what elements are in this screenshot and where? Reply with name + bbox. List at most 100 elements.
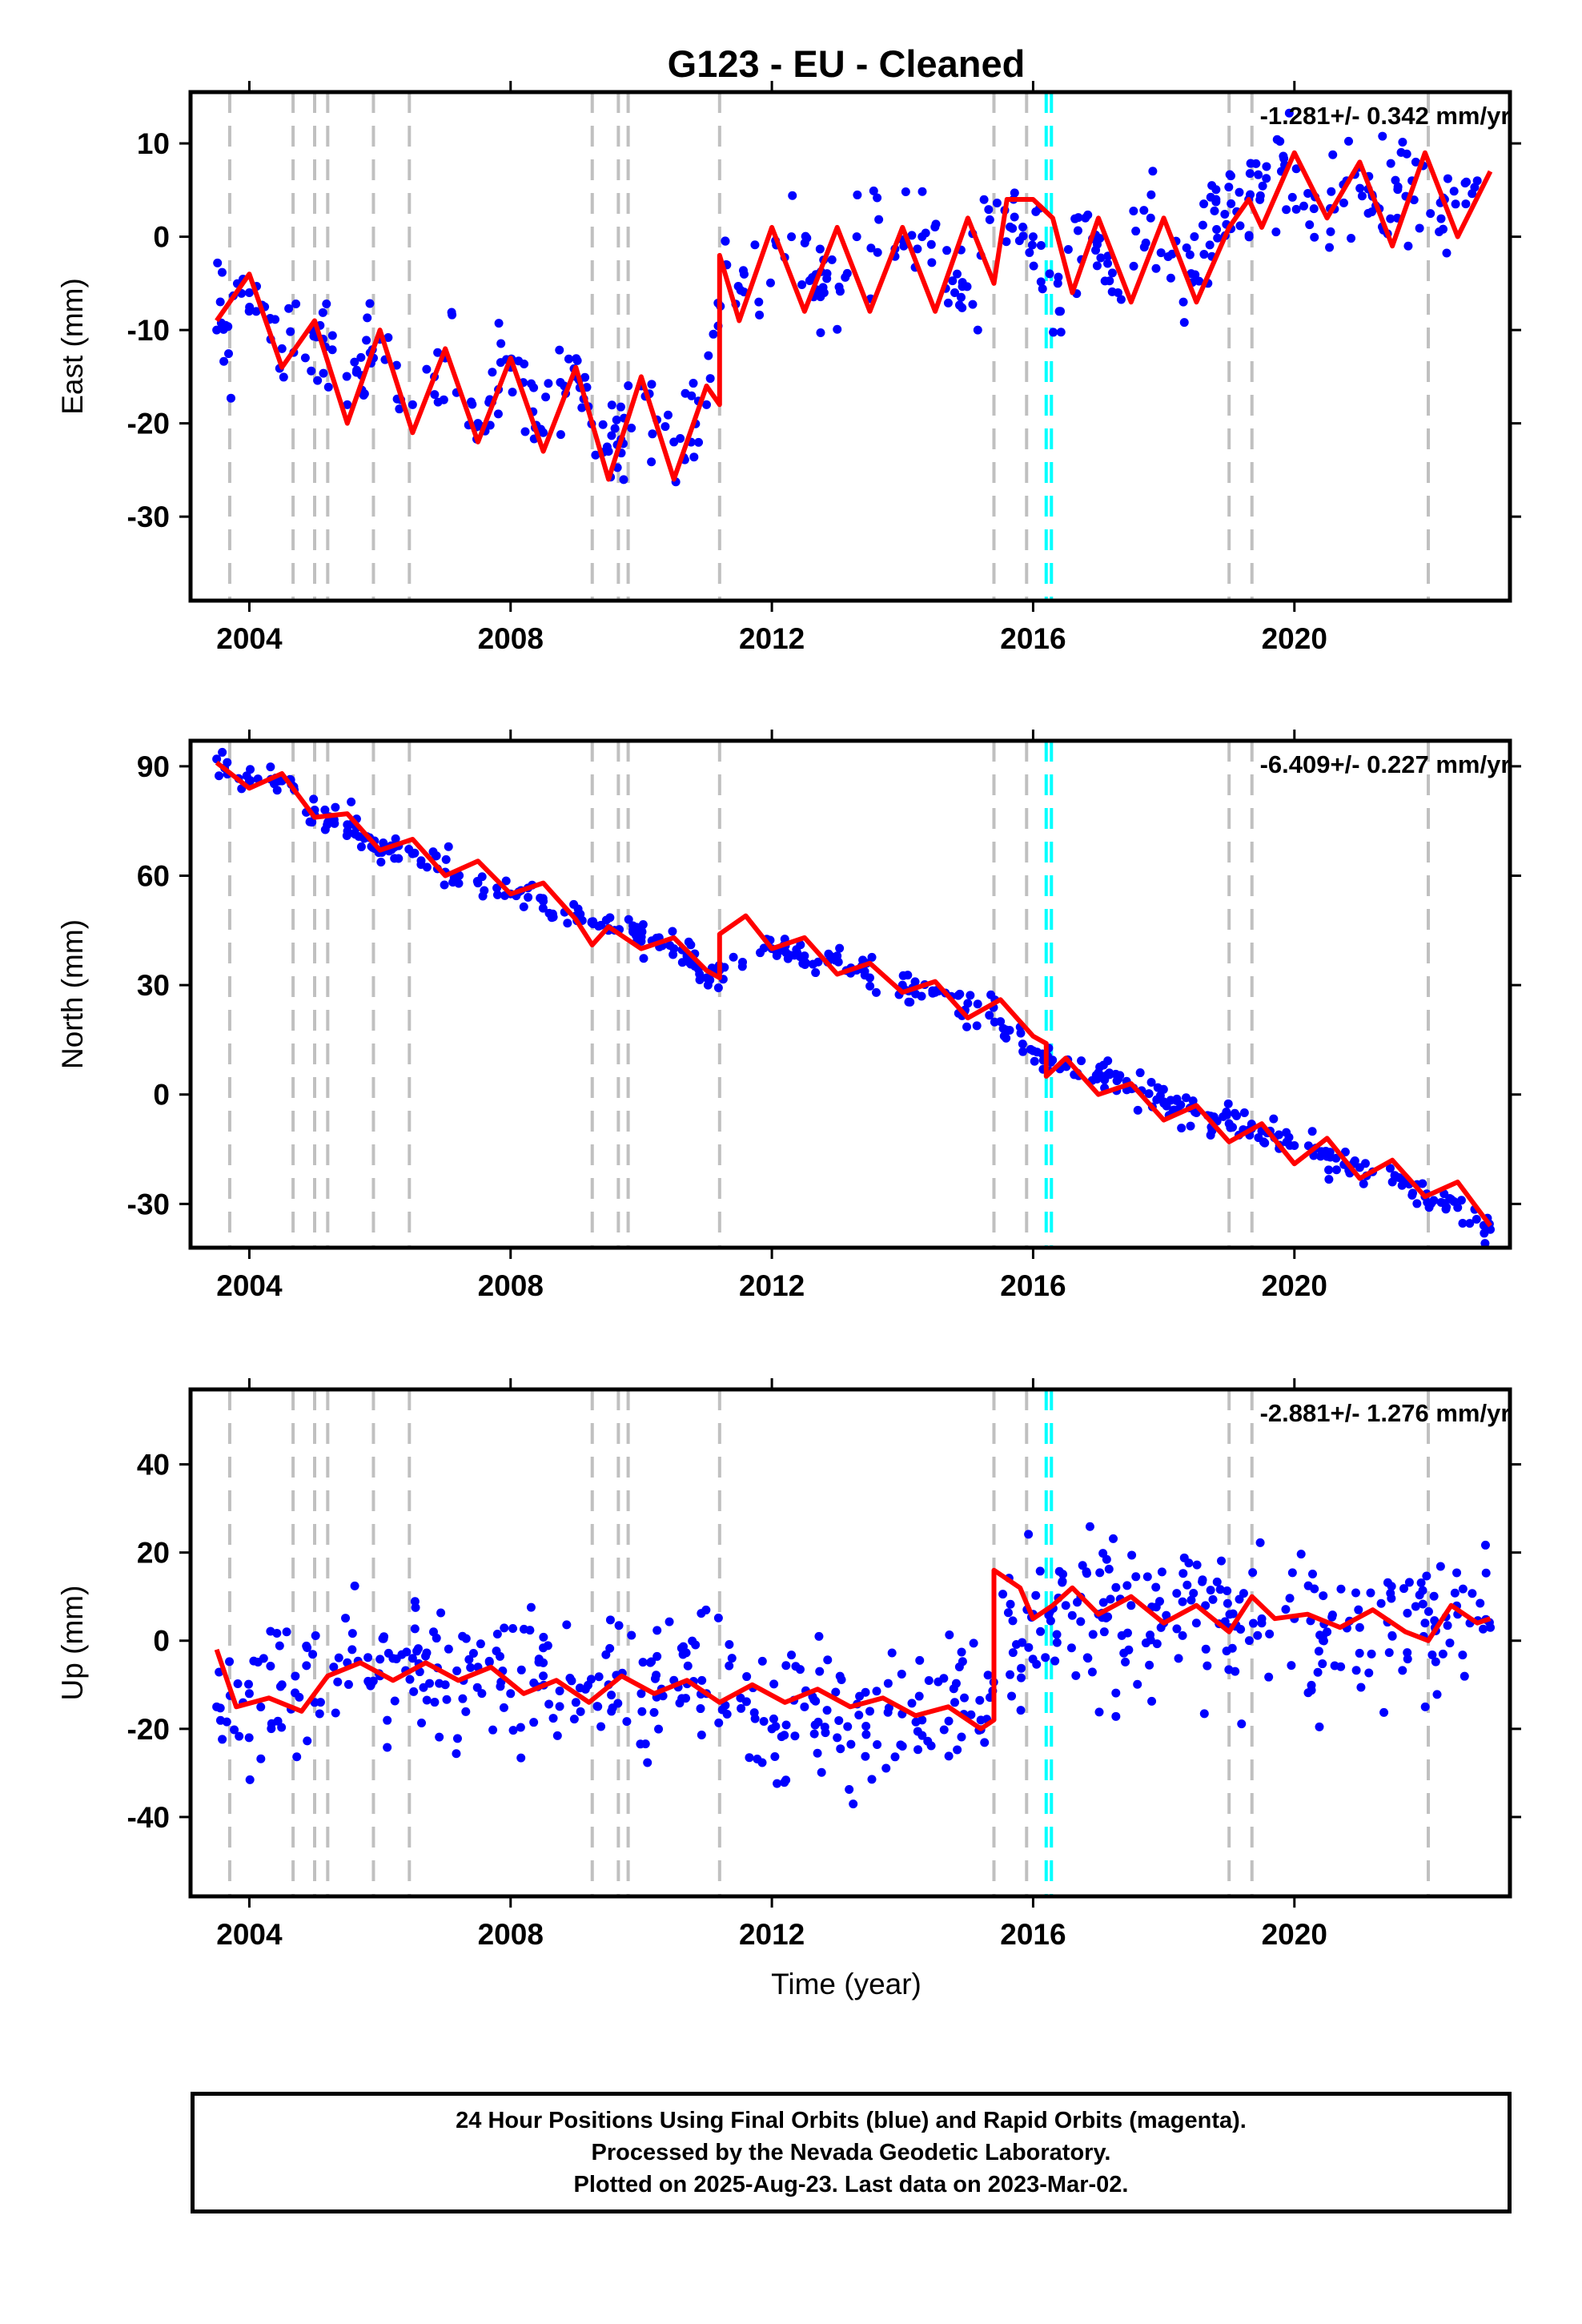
data-point xyxy=(1355,1622,1364,1632)
data-point xyxy=(1431,1657,1440,1667)
data-point xyxy=(926,239,936,249)
data-point xyxy=(897,1669,906,1679)
data-point xyxy=(896,1740,905,1750)
data-point xyxy=(484,1658,494,1667)
data-point xyxy=(1107,268,1117,278)
data-point xyxy=(447,308,456,317)
data-point xyxy=(1155,1091,1165,1100)
data-point xyxy=(1313,1667,1323,1677)
data-point xyxy=(422,364,432,374)
data-point xyxy=(362,336,371,345)
data-point xyxy=(544,379,553,388)
data-point xyxy=(1002,237,1011,247)
data-point xyxy=(1178,1569,1188,1578)
data-point xyxy=(334,1653,343,1663)
plot-frame xyxy=(188,90,1512,603)
data-point xyxy=(681,388,690,398)
data-point xyxy=(379,1634,388,1643)
data-point xyxy=(388,1654,398,1663)
data-point xyxy=(421,1651,431,1661)
data-point xyxy=(577,403,587,412)
data-point xyxy=(352,365,362,375)
data-point xyxy=(1245,169,1255,179)
data-point xyxy=(668,927,677,936)
data-point xyxy=(678,1650,688,1659)
data-point xyxy=(565,1674,575,1683)
data-point xyxy=(1014,236,1024,246)
data-point xyxy=(824,949,833,959)
data-point xyxy=(526,1602,536,1612)
data-point xyxy=(601,915,611,925)
data-point xyxy=(397,1650,407,1659)
data-point xyxy=(703,980,713,990)
data-point xyxy=(960,1693,970,1703)
data-point xyxy=(343,826,352,836)
data-point xyxy=(1223,1099,1233,1108)
data-point xyxy=(686,940,696,950)
data-point xyxy=(1310,232,1319,242)
data-point xyxy=(356,842,366,851)
data-point xyxy=(1007,1691,1017,1701)
data-point xyxy=(492,1647,501,1656)
data-point xyxy=(416,856,426,866)
data-point xyxy=(1422,1571,1431,1581)
data-point xyxy=(907,1699,917,1708)
data-point xyxy=(1195,276,1204,286)
data-point xyxy=(508,388,517,397)
data-point xyxy=(966,991,975,1000)
data-point xyxy=(1239,1108,1249,1118)
data-point xyxy=(1366,1588,1375,1598)
data-point xyxy=(836,1744,845,1754)
data-point xyxy=(1435,1562,1445,1571)
data-point xyxy=(311,1631,320,1641)
data-point xyxy=(1423,1606,1433,1616)
data-point xyxy=(1029,261,1038,271)
data-point xyxy=(709,329,718,339)
data-point xyxy=(1199,199,1209,209)
data-point xyxy=(705,374,715,384)
data-point xyxy=(867,952,877,962)
y-tick-label: 0 xyxy=(153,1079,170,1112)
data-point xyxy=(430,390,440,400)
data-point xyxy=(1303,1141,1313,1151)
data-point xyxy=(303,1642,312,1652)
data-point xyxy=(905,997,915,1007)
data-point xyxy=(1018,222,1028,231)
data-point xyxy=(266,1661,275,1671)
data-point xyxy=(1087,1667,1097,1677)
data-point xyxy=(624,915,633,924)
data-point xyxy=(1418,1179,1427,1188)
data-point xyxy=(375,1655,385,1664)
data-point xyxy=(1058,1577,1067,1586)
data-point xyxy=(226,393,235,403)
data-point xyxy=(814,1631,824,1641)
data-point xyxy=(1248,1618,1258,1628)
data-point xyxy=(1206,1586,1215,1595)
data-point xyxy=(468,1649,478,1659)
data-point xyxy=(781,1775,791,1785)
data-point xyxy=(1432,1690,1442,1699)
data-point xyxy=(881,1763,891,1773)
data-point xyxy=(320,805,330,814)
data-point xyxy=(1435,227,1444,236)
data-point xyxy=(907,231,917,240)
data-point xyxy=(327,345,337,355)
data-point xyxy=(926,1741,936,1751)
data-point xyxy=(1182,1580,1192,1590)
data-point xyxy=(485,420,495,430)
data-point xyxy=(1212,1577,1222,1586)
data-point xyxy=(1031,1590,1041,1600)
data-point xyxy=(1227,199,1236,208)
data-point xyxy=(508,1726,518,1735)
data-point xyxy=(990,1017,999,1027)
data-point xyxy=(1206,192,1215,202)
data-point xyxy=(1364,1668,1374,1678)
x-tick-label: 2020 xyxy=(1262,622,1327,655)
data-point xyxy=(797,280,807,290)
data-point xyxy=(1210,206,1219,215)
data-point xyxy=(691,1640,701,1650)
data-point xyxy=(636,1689,646,1699)
data-point xyxy=(647,380,656,389)
data-point xyxy=(1279,151,1288,161)
data-point xyxy=(605,1615,615,1625)
